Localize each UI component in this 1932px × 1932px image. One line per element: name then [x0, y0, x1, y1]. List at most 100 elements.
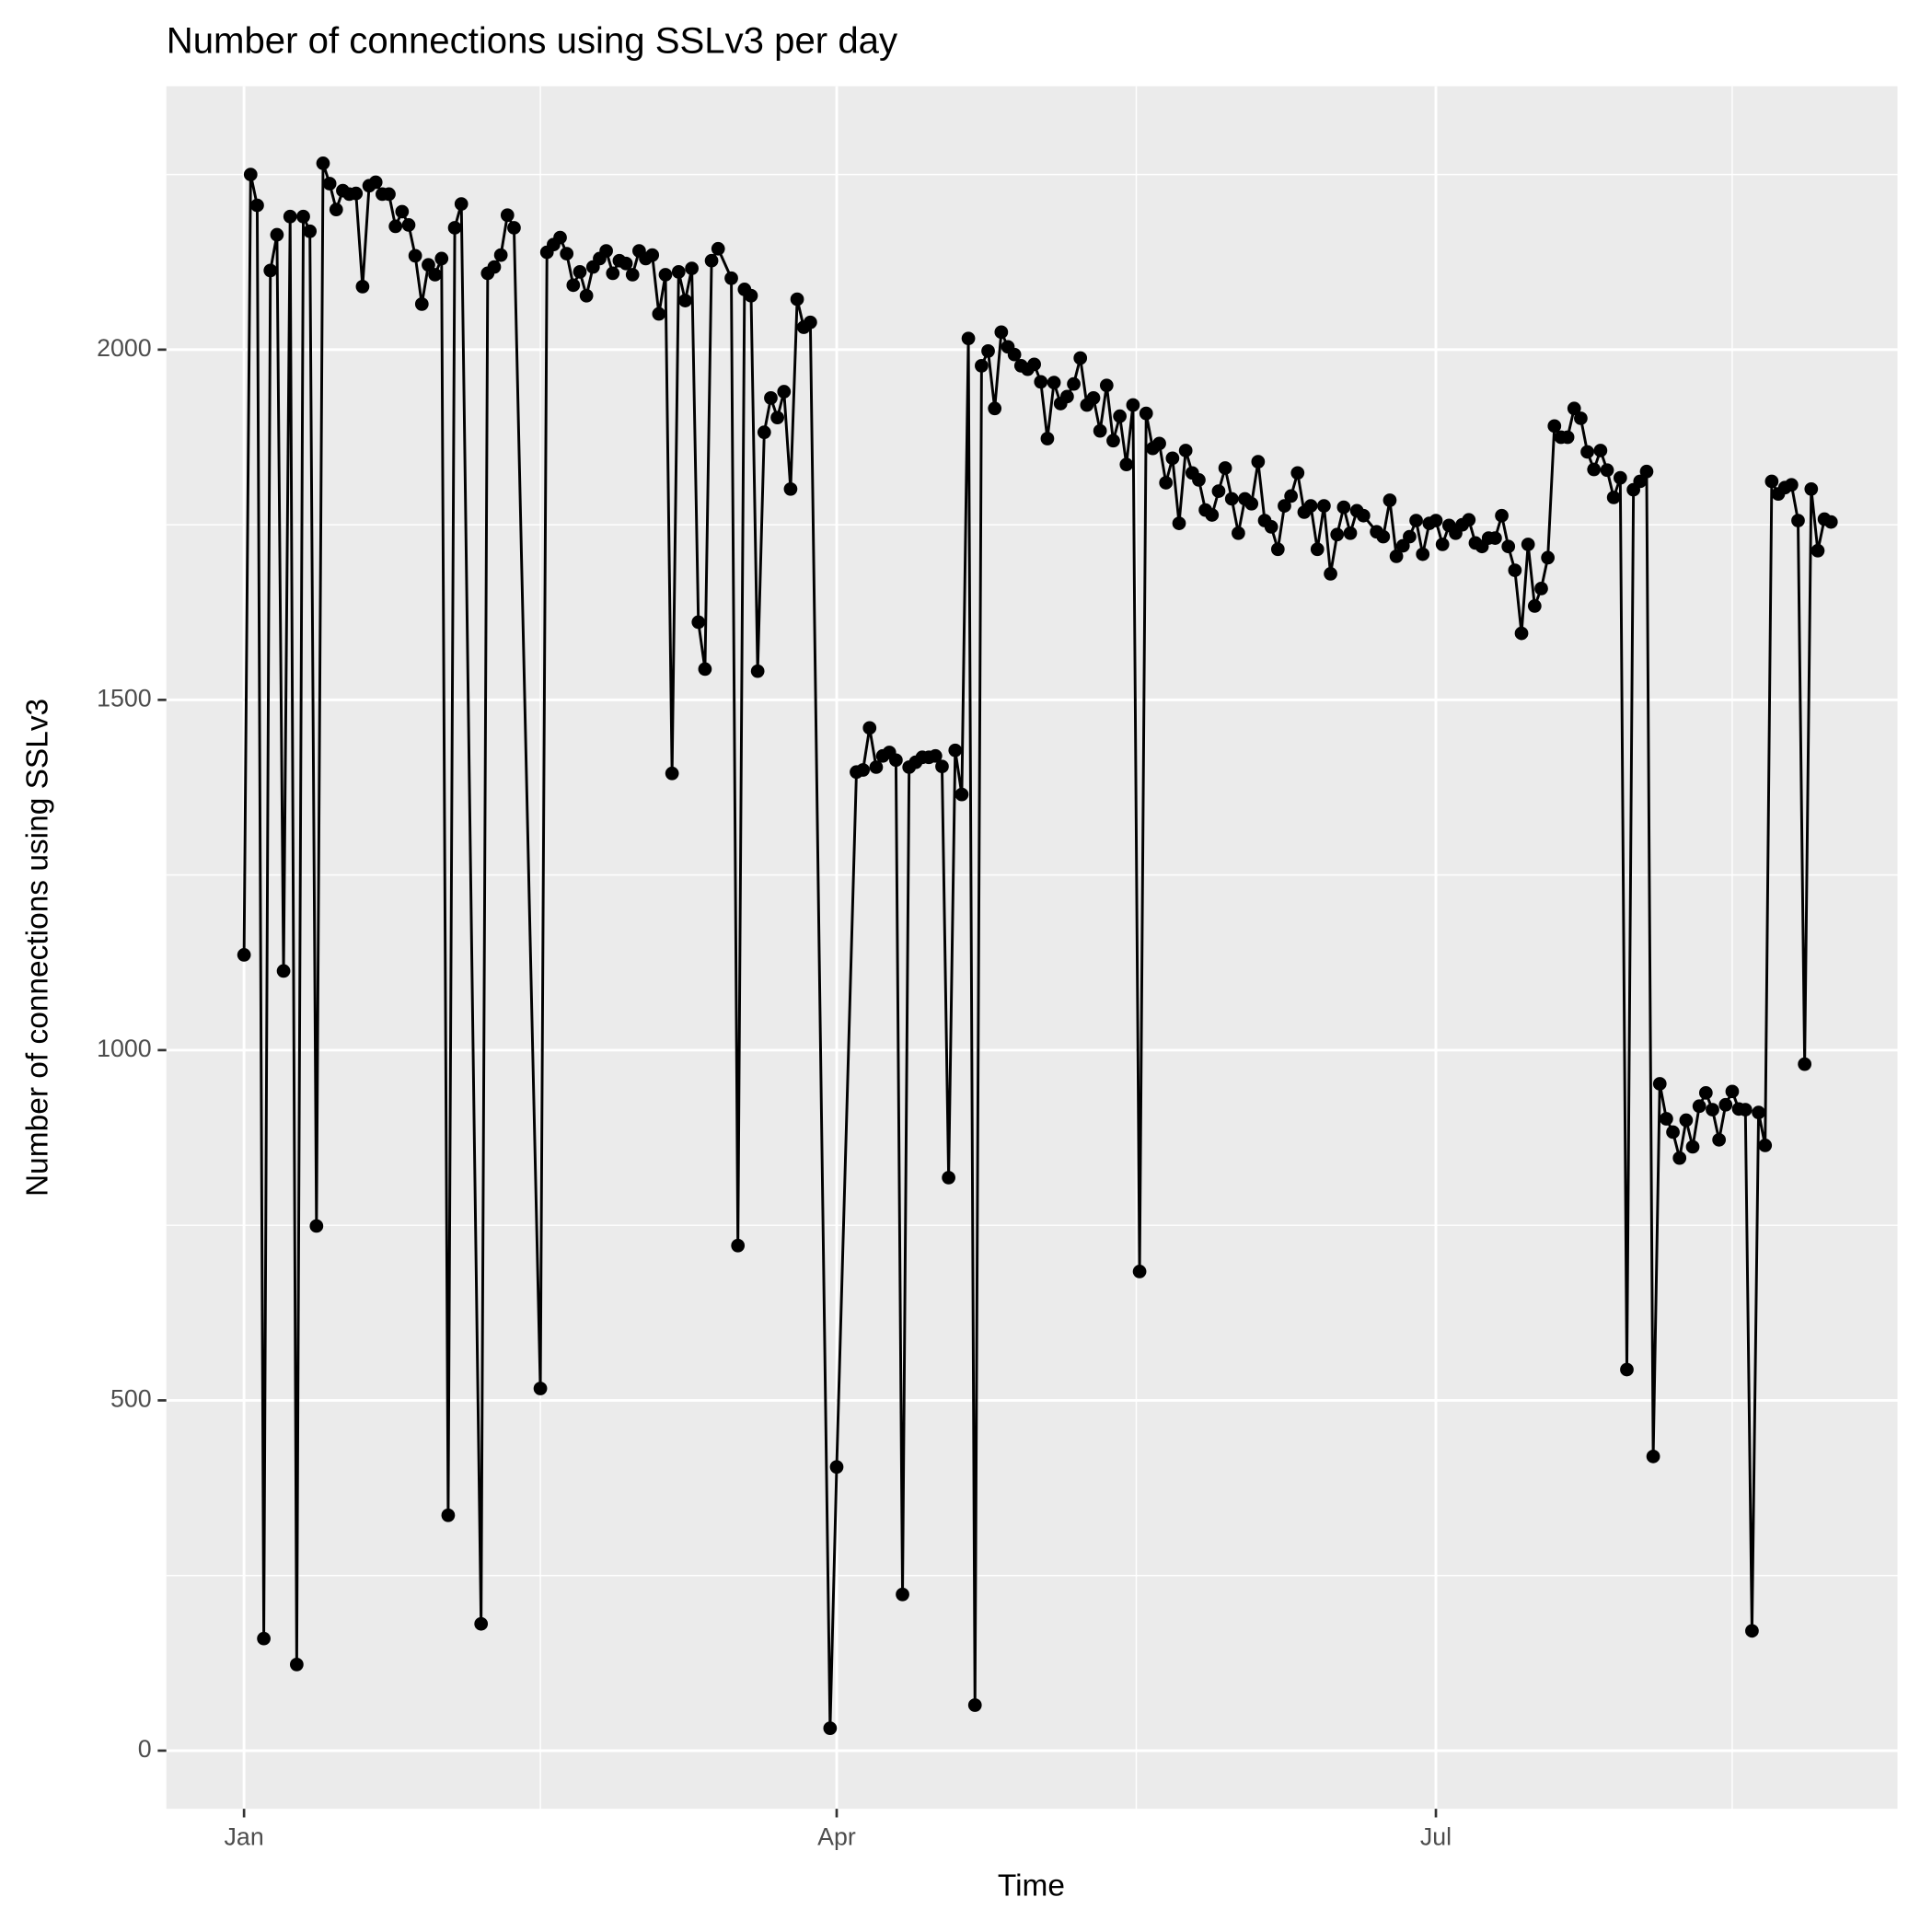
- point: [1639, 464, 1654, 479]
- point: [1718, 1097, 1733, 1112]
- point: [1139, 406, 1153, 421]
- point: [856, 763, 870, 777]
- point: [1600, 463, 1614, 478]
- point: [1027, 357, 1041, 372]
- point: [1119, 457, 1134, 472]
- point: [316, 156, 330, 170]
- point: [1382, 493, 1397, 507]
- point: [441, 1508, 456, 1522]
- point: [1547, 419, 1562, 434]
- point: [493, 248, 508, 262]
- point: [829, 1460, 844, 1475]
- point: [368, 175, 383, 190]
- point: [685, 261, 699, 275]
- point: [1521, 538, 1535, 551]
- point: [434, 251, 449, 266]
- point: [1745, 1624, 1759, 1638]
- point: [401, 218, 416, 232]
- point: [1376, 529, 1391, 544]
- point: [804, 315, 817, 330]
- point: [704, 253, 719, 268]
- point: [533, 1382, 548, 1395]
- point: [1310, 542, 1325, 557]
- point: [1685, 1140, 1700, 1154]
- point: [1073, 351, 1088, 365]
- y-axis-title: Number of connections using SSLv3: [21, 699, 55, 1197]
- point: [862, 721, 877, 735]
- point: [770, 411, 784, 425]
- point: [1804, 481, 1819, 496]
- point: [981, 344, 995, 358]
- point: [1336, 500, 1351, 515]
- point: [652, 307, 666, 321]
- point: [1798, 1057, 1812, 1071]
- point: [1698, 1085, 1713, 1100]
- point: [1706, 1103, 1719, 1116]
- point: [606, 266, 620, 281]
- point: [665, 766, 679, 781]
- point: [560, 247, 574, 260]
- point: [1317, 499, 1331, 513]
- point: [1495, 508, 1509, 523]
- point: [698, 662, 712, 677]
- point: [349, 186, 364, 201]
- point: [1152, 436, 1166, 451]
- point: [1224, 492, 1239, 506]
- point: [243, 168, 258, 181]
- point: [1047, 376, 1061, 389]
- point: [1330, 527, 1345, 542]
- point: [1429, 514, 1443, 527]
- point: [1823, 515, 1838, 529]
- point: [1409, 514, 1423, 527]
- point: [1126, 398, 1140, 412]
- point: [1113, 409, 1127, 423]
- point: [1389, 550, 1404, 563]
- point: [1534, 582, 1548, 596]
- y-tick-label: 1500: [97, 684, 152, 711]
- point: [388, 219, 403, 234]
- point: [942, 1171, 955, 1185]
- point: [290, 1657, 304, 1672]
- y-tick-label: 1000: [97, 1035, 152, 1062]
- point: [961, 331, 976, 346]
- point: [1093, 423, 1107, 438]
- point: [1178, 444, 1193, 457]
- point: [678, 294, 692, 307]
- point: [1099, 378, 1114, 393]
- point: [954, 787, 969, 802]
- point: [1284, 489, 1298, 503]
- point: [988, 401, 1002, 416]
- point: [566, 278, 581, 293]
- point: [1660, 1112, 1673, 1126]
- point: [422, 258, 435, 272]
- point: [671, 265, 686, 279]
- point: [507, 221, 521, 235]
- point: [1738, 1103, 1753, 1116]
- point: [553, 230, 567, 245]
- point: [1106, 434, 1120, 448]
- point: [1758, 1139, 1773, 1152]
- point: [1244, 496, 1259, 511]
- point: [1067, 376, 1081, 391]
- point: [270, 227, 284, 242]
- point: [744, 288, 758, 303]
- point: [619, 256, 633, 271]
- point: [896, 1587, 909, 1602]
- point: [1290, 466, 1305, 480]
- point: [250, 198, 264, 213]
- point: [823, 1721, 838, 1735]
- point: [1303, 499, 1318, 513]
- point: [355, 280, 370, 294]
- point: [1593, 444, 1608, 457]
- x-tick-label: Jul: [1420, 1822, 1452, 1850]
- point: [1620, 1362, 1634, 1377]
- point: [1132, 1265, 1147, 1278]
- point: [283, 209, 297, 224]
- point: [1264, 520, 1278, 534]
- point: [1403, 529, 1417, 544]
- point: [1752, 1105, 1765, 1120]
- point: [1416, 547, 1430, 561]
- point: [1712, 1132, 1727, 1147]
- point: [1232, 526, 1245, 540]
